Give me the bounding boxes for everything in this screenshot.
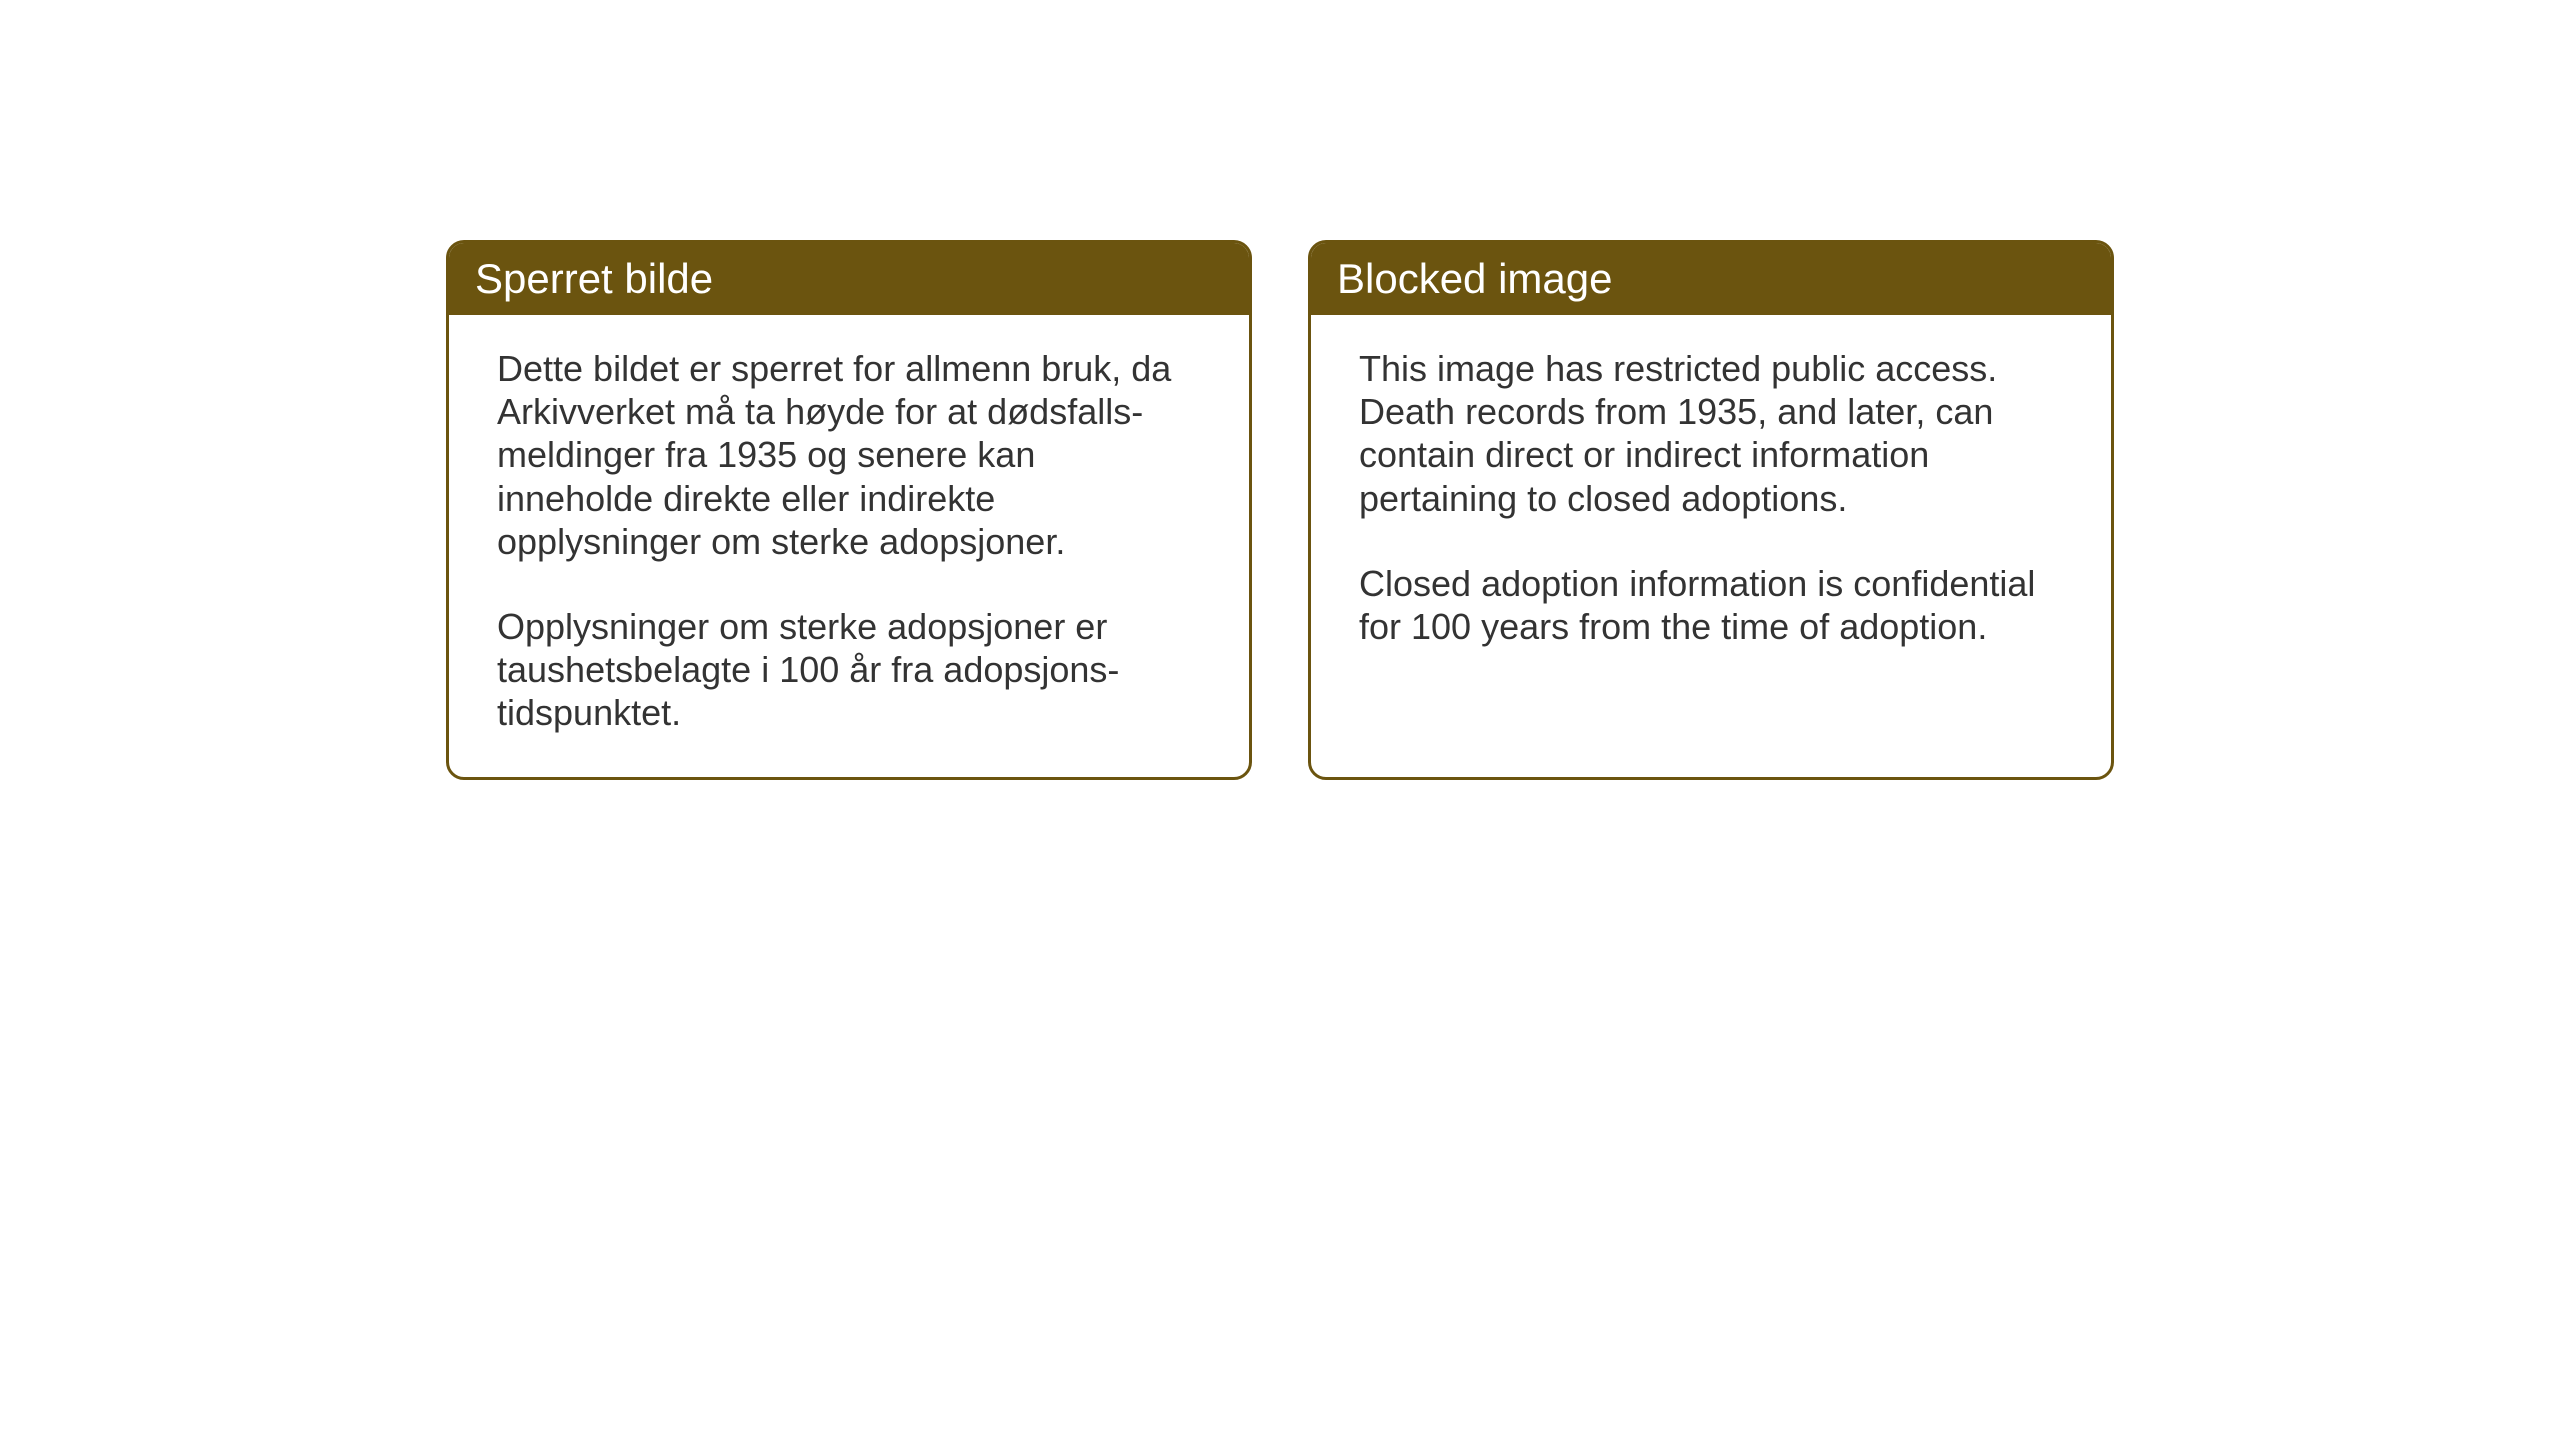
english-card-body: This image has restricted public access.… xyxy=(1311,315,2111,690)
english-paragraph-1: This image has restricted public access.… xyxy=(1359,347,2063,520)
english-paragraph-2: Closed adoption information is confident… xyxy=(1359,562,2063,648)
norwegian-card-body: Dette bildet er sperret for allmenn bruk… xyxy=(449,315,1249,777)
cards-container: Sperret bilde Dette bildet er sperret fo… xyxy=(446,240,2114,780)
english-card-header: Blocked image xyxy=(1311,243,2111,315)
norwegian-card: Sperret bilde Dette bildet er sperret fo… xyxy=(446,240,1252,780)
norwegian-paragraph-2: Opplysninger om sterke adopsjoner er tau… xyxy=(497,605,1201,735)
norwegian-card-header: Sperret bilde xyxy=(449,243,1249,315)
norwegian-paragraph-1: Dette bildet er sperret for allmenn bruk… xyxy=(497,347,1201,563)
english-card: Blocked image This image has restricted … xyxy=(1308,240,2114,780)
norwegian-card-title: Sperret bilde xyxy=(475,255,713,302)
english-card-title: Blocked image xyxy=(1337,255,1612,302)
